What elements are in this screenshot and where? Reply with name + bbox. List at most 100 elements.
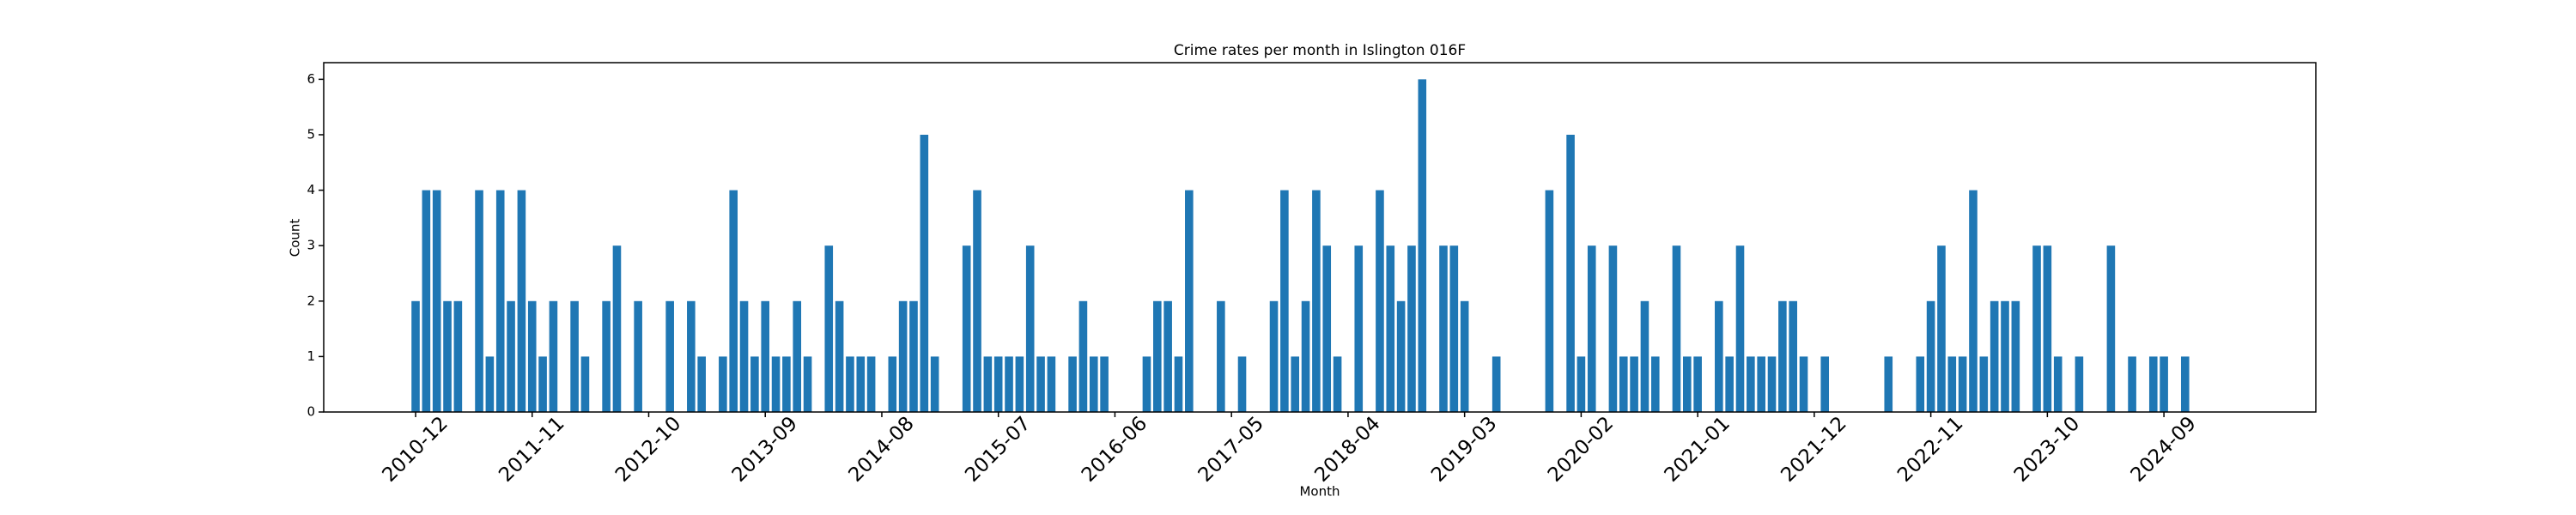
bar bbox=[1937, 245, 1946, 412]
bar bbox=[1767, 356, 1777, 412]
bar bbox=[1449, 245, 1459, 412]
y-axis-label: Count bbox=[288, 219, 303, 258]
bar bbox=[1916, 356, 1925, 412]
x-tick-label: 2021-01 bbox=[1661, 412, 1735, 486]
bar bbox=[1322, 245, 1332, 412]
bar bbox=[1820, 356, 1830, 412]
bar bbox=[1640, 300, 1649, 412]
bar bbox=[719, 356, 727, 412]
bar bbox=[1036, 356, 1045, 412]
bar bbox=[634, 300, 642, 412]
bar bbox=[422, 190, 431, 413]
bar bbox=[1958, 356, 1967, 412]
bar bbox=[1715, 300, 1723, 412]
x-tick-label: 2019-03 bbox=[1427, 412, 1501, 486]
y-tick-label: 2 bbox=[307, 293, 315, 308]
bar bbox=[1015, 356, 1024, 412]
bar bbox=[866, 356, 876, 412]
bar bbox=[697, 356, 706, 412]
bar bbox=[1163, 300, 1172, 412]
bar bbox=[602, 300, 611, 412]
bar bbox=[1789, 300, 1797, 412]
plot-frame bbox=[323, 62, 2317, 413]
bar bbox=[1672, 245, 1681, 412]
bar bbox=[538, 356, 547, 412]
bar bbox=[1025, 245, 1035, 412]
bar bbox=[1587, 245, 1596, 412]
x-tick-label: 2023-10 bbox=[2010, 412, 2084, 486]
bar bbox=[1630, 356, 1638, 412]
bar bbox=[856, 356, 866, 412]
bar bbox=[1460, 300, 1469, 412]
bar bbox=[1078, 300, 1088, 412]
x-tick-label: 2010-12 bbox=[378, 412, 452, 486]
bar bbox=[1068, 356, 1077, 412]
bar bbox=[803, 356, 812, 412]
bar bbox=[2148, 356, 2158, 412]
y-tick-label: 6 bbox=[307, 71, 315, 87]
bar bbox=[2001, 300, 2009, 412]
bar bbox=[495, 190, 505, 413]
bar bbox=[1396, 300, 1406, 412]
bar bbox=[665, 300, 674, 412]
bar bbox=[750, 356, 759, 412]
x-tick-label: 2020-02 bbox=[1544, 412, 1618, 486]
bar bbox=[1747, 356, 1755, 412]
bar bbox=[1990, 300, 1999, 412]
bar bbox=[1979, 356, 1989, 412]
bar bbox=[1969, 190, 1978, 413]
bar bbox=[1778, 300, 1787, 412]
bar bbox=[1735, 245, 1745, 412]
bar bbox=[432, 190, 441, 413]
bar bbox=[1280, 190, 1289, 413]
bar bbox=[1354, 245, 1364, 412]
bar bbox=[1312, 190, 1321, 413]
x-tick-label: 2014-08 bbox=[844, 412, 918, 486]
bar bbox=[1566, 134, 1575, 412]
bar bbox=[1439, 245, 1448, 412]
bar bbox=[1683, 356, 1692, 412]
bar bbox=[1650, 356, 1660, 412]
bar bbox=[824, 245, 834, 412]
x-tick-label: 2015-07 bbox=[961, 412, 1035, 486]
bar bbox=[983, 356, 993, 412]
x-tick-label: 2017-05 bbox=[1194, 412, 1268, 486]
bar bbox=[1947, 356, 1957, 412]
bar bbox=[973, 190, 981, 413]
bar bbox=[549, 300, 558, 412]
bar bbox=[1407, 245, 1416, 412]
bar bbox=[2032, 245, 2041, 412]
bar bbox=[761, 300, 770, 412]
bar bbox=[1884, 356, 1893, 412]
x-tick-label: 2021-12 bbox=[1777, 412, 1850, 486]
bar bbox=[443, 300, 452, 412]
y-tick-label: 3 bbox=[307, 238, 315, 253]
bar bbox=[411, 300, 420, 412]
bar bbox=[1725, 356, 1734, 412]
bar bbox=[1492, 356, 1501, 412]
bar bbox=[1005, 356, 1013, 412]
bar bbox=[1100, 356, 1109, 412]
bar bbox=[1926, 300, 1935, 412]
bar bbox=[2180, 356, 2190, 412]
bar bbox=[570, 300, 579, 412]
bar bbox=[1386, 245, 1395, 412]
bar bbox=[1089, 356, 1098, 412]
bar bbox=[1153, 300, 1162, 412]
bar bbox=[485, 356, 495, 412]
bar bbox=[1301, 300, 1310, 412]
bar bbox=[993, 356, 1003, 412]
y-tick-label: 0 bbox=[307, 404, 315, 420]
bar bbox=[888, 356, 897, 412]
bar bbox=[835, 300, 844, 412]
bar bbox=[1237, 356, 1247, 412]
bar bbox=[1545, 190, 1554, 413]
bar bbox=[739, 300, 749, 412]
bar bbox=[2053, 356, 2063, 412]
bar bbox=[920, 134, 929, 412]
x-tick-label: 2024-09 bbox=[2127, 412, 2201, 486]
bar bbox=[1757, 356, 1765, 412]
bar bbox=[1291, 356, 1300, 412]
